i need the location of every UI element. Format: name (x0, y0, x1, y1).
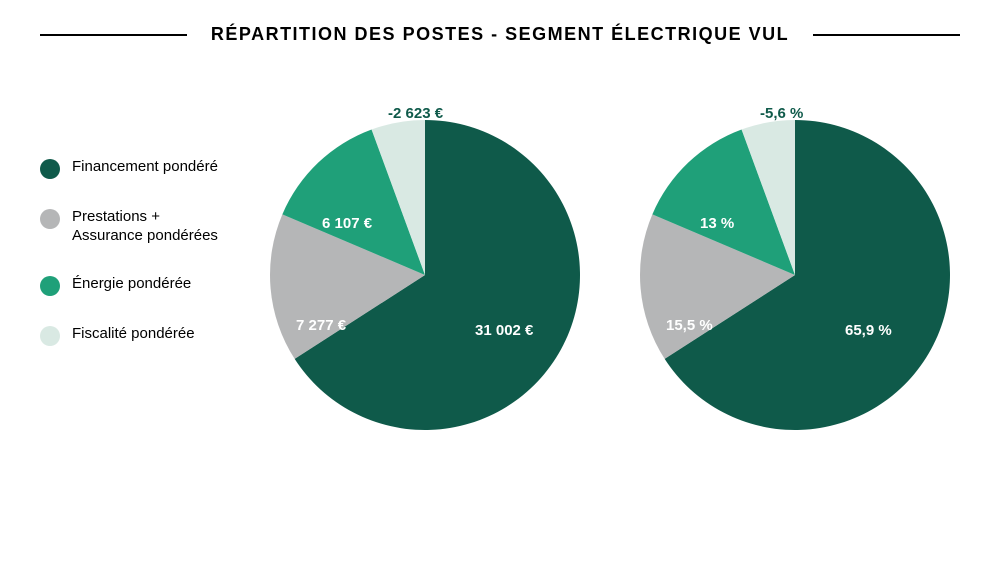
divider-right (813, 34, 960, 36)
charts-container: 31 002 € 7 277 € 6 107 € -2 623 € 65,9 % 15,5… (240, 85, 980, 445)
slice-label-euros-fiscalite: -2 623 € (388, 105, 443, 122)
legend-item-fiscalite: Fiscalité pondérée (40, 324, 220, 346)
legend-item-prestations: Prestations + Assurance pondérées (40, 207, 220, 246)
legend-label-prestations: Prestations + Assurance pondérées (72, 207, 220, 246)
slice-label-pct-financement: 65,9 % (845, 322, 892, 339)
slice-label-pct-fiscalite: -5,6 % (760, 105, 803, 122)
legend-label-financement: Financement pondéré (72, 157, 218, 177)
divider-left (40, 34, 187, 36)
legend-swatch-financement (40, 159, 60, 179)
legend-swatch-energie (40, 276, 60, 296)
content: Financement pondéré Prestations + Assuran… (0, 45, 1000, 445)
slice-label-euros-energie: 6 107 € (322, 215, 372, 232)
page-title: RÉPARTITION DES POSTES - SEGMENT ÉLECTRI… (211, 24, 789, 45)
pie-chart-euros: 31 002 € 7 277 € 6 107 € -2 623 € (260, 85, 590, 445)
slice-label-pct-prestations: 15,5 % (666, 317, 713, 334)
legend-swatch-fiscalite (40, 326, 60, 346)
legend-item-financement: Financement pondéré (40, 157, 220, 179)
legend-label-fiscalite: Fiscalité pondérée (72, 324, 195, 344)
legend: Financement pondéré Prestations + Assuran… (20, 157, 220, 374)
pie-svg-euros (260, 85, 590, 445)
slice-label-euros-financement: 31 002 € (475, 322, 533, 339)
legend-item-energie: Énergie pondérée (40, 274, 220, 296)
legend-label-energie: Énergie pondérée (72, 274, 191, 294)
pie-svg-pct (630, 85, 960, 445)
pie-chart-pct: 65,9 % 15,5 % 13 % -5,6 % (630, 85, 960, 445)
legend-swatch-prestations (40, 209, 60, 229)
slice-label-euros-prestations: 7 277 € (296, 317, 346, 334)
slice-label-pct-energie: 13 % (700, 215, 734, 232)
title-row: RÉPARTITION DES POSTES - SEGMENT ÉLECTRI… (0, 0, 1000, 45)
